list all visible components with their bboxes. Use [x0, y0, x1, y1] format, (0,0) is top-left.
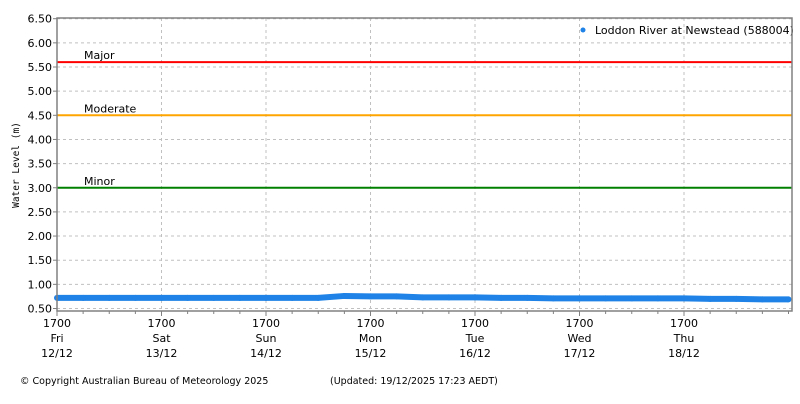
data-point — [132, 294, 139, 301]
x-tick-label-day: Sun — [256, 332, 277, 345]
updated-text: (Updated: 19/12/2025 17:23 AEDT) — [330, 376, 498, 387]
data-point — [80, 294, 87, 301]
data-point — [263, 294, 269, 301]
data-point — [367, 293, 374, 300]
x-tick-label-time: 1700 — [148, 317, 176, 330]
x-tick-label-day: Sat — [152, 332, 171, 345]
x-tick-label-date: 17/12 — [564, 347, 596, 360]
copyright-text: © Copyright Australian Bureau of Meteoro… — [20, 376, 268, 387]
data-point — [236, 294, 243, 301]
data-point — [707, 295, 714, 302]
x-tick-label-day: Mon — [359, 332, 382, 345]
x-tick-label-date: 15/12 — [355, 347, 387, 360]
y-tick-label: 4.00 — [28, 133, 53, 146]
x-tick-label-time: 1700 — [357, 317, 385, 330]
y-tick-label: 3.00 — [28, 182, 53, 195]
plot-border — [56, 17, 793, 312]
x-tick-label-date: 13/12 — [146, 347, 178, 360]
x-tick-label-time: 1700 — [670, 317, 698, 330]
y-tick-label: 4.50 — [28, 109, 53, 122]
data-point — [289, 294, 296, 301]
data-point — [106, 294, 113, 301]
x-tick-label-date: 16/12 — [459, 347, 491, 360]
y-tick-label: 6.50 — [28, 13, 53, 26]
x-tick-label-date: 18/12 — [668, 347, 700, 360]
data-point — [733, 295, 740, 302]
x-tick-label-date: 14/12 — [250, 347, 282, 360]
data-point — [419, 294, 426, 301]
legend-label: Loddon River at Newstead (588004) — [595, 24, 794, 37]
data-point — [628, 295, 635, 302]
threshold-label-major: Major — [84, 49, 115, 62]
data-point — [681, 295, 687, 302]
data-point — [576, 295, 583, 302]
data-point — [184, 294, 191, 301]
data-point — [498, 294, 505, 301]
threshold-label-minor: Minor — [84, 175, 115, 188]
x-tick-label-day: Wed — [568, 332, 592, 345]
x-tick-label-time: 1700 — [566, 317, 594, 330]
data-point — [550, 295, 557, 302]
x-tick-label-time: 1700 — [252, 317, 280, 330]
y-tick-label: 2.00 — [28, 230, 53, 243]
x-tick-label-date: 12/12 — [41, 347, 73, 360]
data-point — [210, 294, 217, 301]
data-point — [654, 295, 661, 302]
data-point — [472, 294, 478, 301]
y-tick-label: 6.00 — [28, 37, 53, 50]
y-tick-label: 0.50 — [28, 303, 53, 316]
x-tick-label-day: Tue — [465, 332, 485, 345]
data-point — [759, 296, 766, 303]
data-point — [315, 294, 322, 301]
y-tick-label: 1.50 — [28, 254, 53, 267]
data-point — [445, 294, 452, 301]
data-point — [341, 292, 348, 299]
y-tick-label: 3.50 — [28, 158, 53, 171]
y-tick-label: 1.00 — [28, 278, 53, 291]
threshold-label-moderate: Moderate — [84, 102, 137, 115]
data-point — [602, 295, 609, 302]
legend-marker — [580, 27, 586, 33]
data-point — [785, 296, 792, 303]
x-tick-label-day: Fri — [50, 332, 63, 345]
y-tick-label: 5.00 — [28, 85, 53, 98]
x-tick-label-time: 1700 — [461, 317, 489, 330]
y-axis-label: Water Level (m) — [11, 122, 22, 208]
x-tick-label-time: 1700 — [43, 317, 71, 330]
y-tick-label: 2.50 — [28, 206, 53, 219]
data-point — [524, 294, 531, 301]
data-point — [158, 294, 165, 301]
x-tick-label-day: Thu — [673, 332, 695, 345]
data-point — [393, 293, 400, 300]
y-tick-label: 5.50 — [28, 61, 53, 74]
